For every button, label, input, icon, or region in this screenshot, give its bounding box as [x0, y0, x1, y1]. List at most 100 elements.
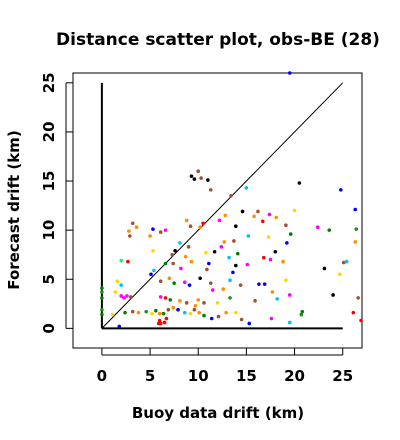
data-point — [172, 281, 176, 285]
data-point — [119, 294, 123, 298]
y-tick-label: 0 — [40, 323, 58, 333]
data-point — [268, 257, 273, 262]
data-point — [110, 312, 115, 317]
data-point — [356, 296, 360, 300]
data-point — [184, 218, 189, 223]
data-point — [178, 241, 182, 245]
data-point — [167, 276, 172, 281]
identity-line — [101, 82, 344, 329]
data-point — [344, 259, 349, 264]
data-points — [100, 71, 363, 329]
data-point — [189, 259, 194, 264]
data-point — [117, 324, 122, 329]
data-point — [239, 317, 244, 322]
data-point — [292, 208, 297, 213]
data-point — [287, 71, 292, 75]
data-point — [100, 290, 104, 294]
data-point — [246, 234, 251, 238]
data-point — [188, 311, 193, 316]
data-point — [288, 232, 293, 236]
data-point — [235, 251, 240, 256]
data-point — [162, 320, 167, 325]
axes: 0 5 10 15 20 25 0 5 10 15 20 25 — [40, 72, 363, 385]
data-point — [284, 278, 288, 283]
y-axis-label: Forecast drift (km) — [5, 130, 23, 289]
data-point — [158, 295, 163, 299]
data-point — [212, 249, 217, 254]
data-point — [275, 297, 280, 301]
chart-title: Distance scatter plot, obs-BE (28) — [56, 30, 380, 50]
reference-lines — [100, 82, 344, 330]
data-point — [119, 258, 123, 263]
data-point — [158, 279, 163, 284]
data-point — [221, 287, 226, 291]
data-point — [163, 261, 168, 266]
data-point — [122, 296, 126, 300]
data-point — [240, 209, 245, 214]
data-point — [164, 316, 169, 321]
data-point — [207, 261, 211, 266]
data-point — [130, 309, 135, 314]
x-axis-label: Buoy data drift (km) — [132, 404, 304, 422]
data-point — [269, 316, 274, 321]
data-point — [183, 254, 188, 259]
data-point — [100, 307, 104, 312]
data-point — [161, 311, 166, 316]
data-point — [100, 286, 104, 290]
data-point — [281, 259, 285, 264]
data-point — [262, 282, 267, 286]
data-point — [115, 279, 120, 284]
data-point — [170, 252, 175, 257]
data-point — [234, 224, 238, 229]
data-point — [152, 268, 156, 273]
data-point — [208, 188, 213, 192]
data-point — [228, 296, 232, 300]
data-point — [100, 296, 104, 300]
data-point — [123, 310, 127, 315]
data-point — [299, 312, 304, 317]
data-point — [119, 283, 123, 287]
data-point — [197, 310, 201, 315]
data-point — [260, 219, 265, 224]
data-point — [284, 223, 288, 228]
data-point — [151, 227, 155, 231]
x-tick-label: 5 — [145, 367, 155, 385]
data-point — [189, 174, 194, 178]
data-point — [215, 301, 220, 305]
data-point — [188, 224, 193, 229]
data-point — [127, 229, 131, 233]
x-tick-label: 25 — [332, 367, 353, 385]
data-point — [222, 240, 227, 244]
data-point — [134, 225, 139, 229]
data-point — [179, 266, 183, 271]
x-tick-label: 15 — [236, 367, 257, 385]
data-point — [234, 263, 238, 268]
data-point — [206, 178, 210, 182]
data-point — [186, 245, 191, 249]
data-point — [100, 312, 104, 317]
x-tick-label: 0 — [97, 367, 107, 385]
data-point — [204, 250, 208, 255]
data-point — [126, 259, 130, 264]
data-point — [300, 309, 305, 314]
data-point — [157, 318, 162, 323]
y-tick-label: 25 — [40, 72, 58, 93]
data-point — [151, 248, 155, 253]
data-point — [257, 282, 261, 286]
data-point — [231, 270, 235, 275]
data-point — [208, 281, 213, 285]
data-point — [201, 221, 205, 226]
data-point — [267, 212, 272, 217]
data-point — [252, 214, 256, 219]
data-point — [157, 311, 162, 316]
data-point — [182, 280, 187, 284]
data-point — [166, 307, 171, 312]
y-tick-label: 20 — [40, 121, 58, 142]
data-point — [168, 298, 173, 302]
data-point — [130, 221, 135, 226]
data-point — [244, 186, 249, 190]
x-tick-label: 10 — [188, 367, 209, 385]
data-point — [273, 249, 278, 254]
data-point — [205, 267, 209, 272]
